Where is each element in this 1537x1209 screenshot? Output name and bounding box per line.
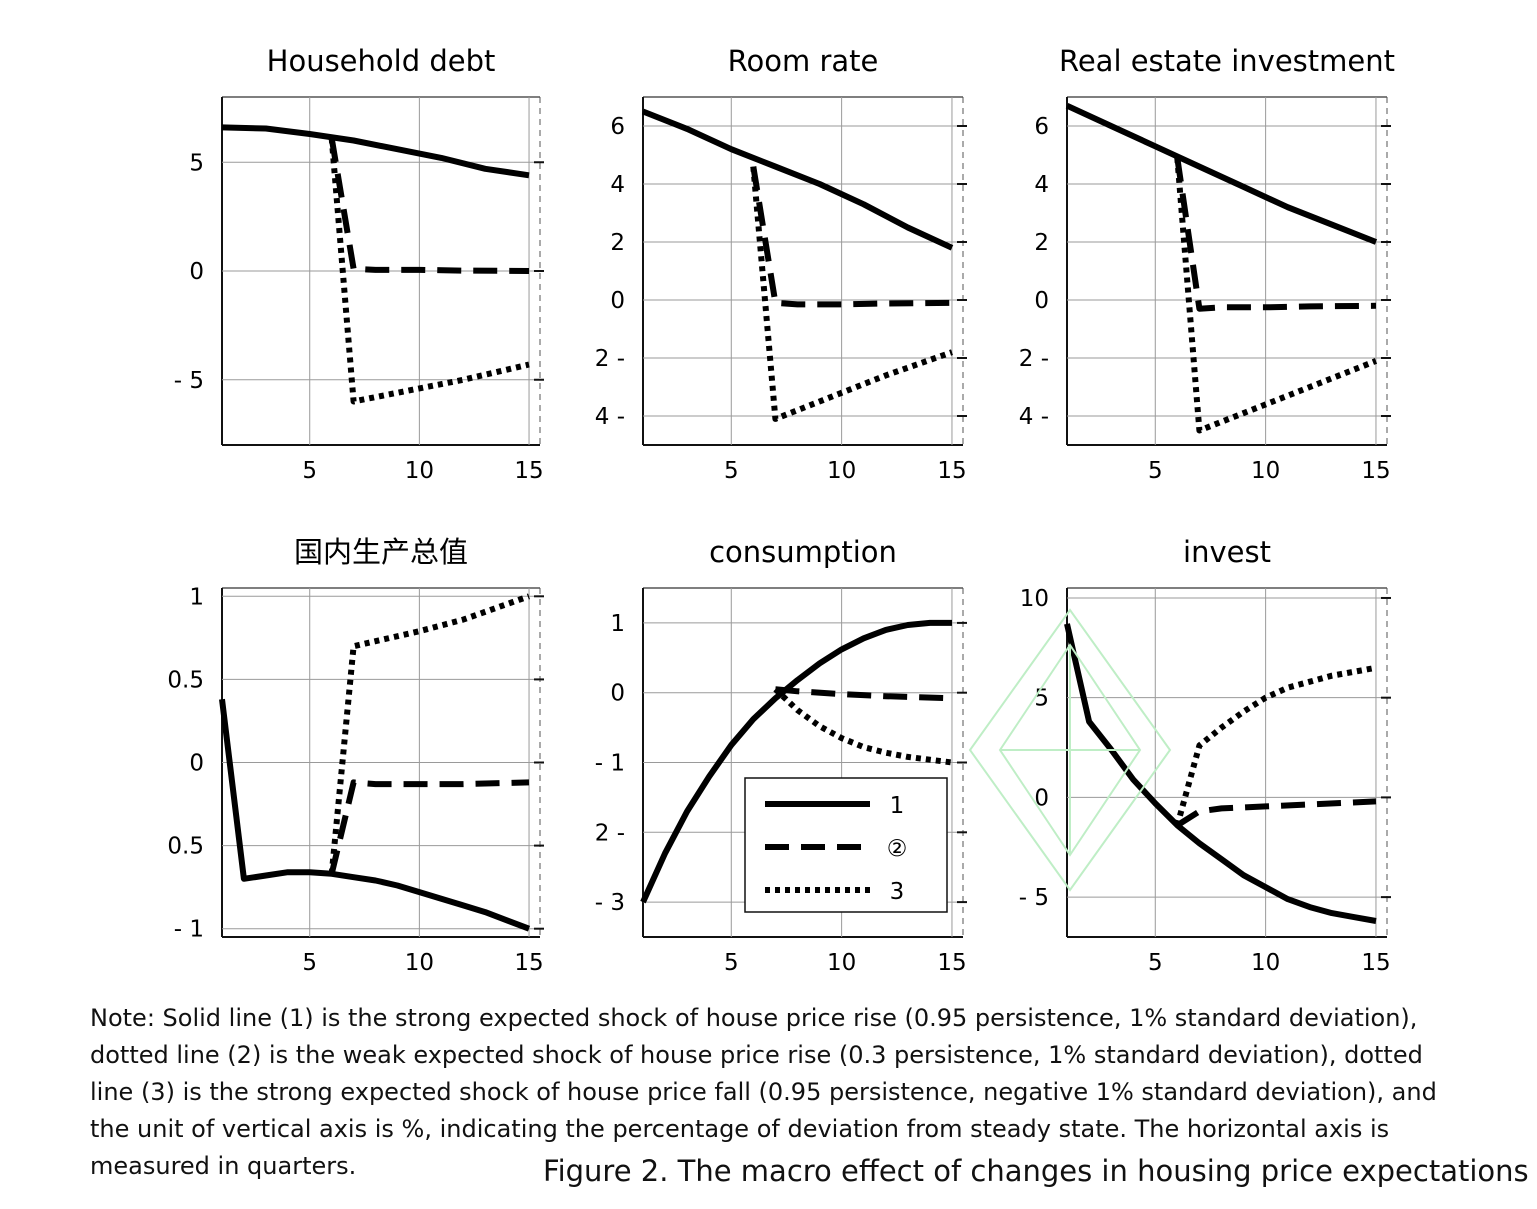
- y-tick-label: 4: [610, 172, 625, 198]
- legend-label: 3: [890, 879, 905, 905]
- y-tick-label: 2 -: [595, 820, 625, 846]
- series-line-dashed: [328, 779, 530, 875]
- y-tick-label: 1: [189, 584, 204, 610]
- series-line-solid: [1065, 102, 1378, 245]
- y-tick-label: 10: [1020, 586, 1049, 612]
- y-tick-label: 6: [610, 114, 625, 140]
- y-tick-label: - 3: [595, 890, 625, 916]
- y-tick-label: 2: [1034, 230, 1049, 256]
- series-line-solid: [641, 108, 954, 251]
- x-tick-label: 5: [724, 458, 739, 484]
- x-tick-label: 15: [514, 458, 543, 484]
- y-tick-label: 0.5: [167, 834, 204, 860]
- y-tick-label: - 5: [1019, 885, 1049, 911]
- y-tick-label: 1: [610, 611, 625, 637]
- x-tick-label: 15: [937, 458, 966, 484]
- x-tick-label: 10: [827, 458, 856, 484]
- chart-title: consumption: [709, 535, 897, 569]
- series-line-solid: [221, 124, 530, 179]
- series-line-solid: [640, 619, 952, 904]
- figure-note: Note: Solid line (1) is the strong expec…: [90, 1004, 1437, 1180]
- panel-4: 国内生产总值 5 10 15 1 0.5 0 0.5 - 1: [167, 535, 544, 976]
- legend-label: ②: [887, 836, 908, 862]
- x-tick-label: 5: [724, 950, 739, 976]
- x-tick-label: 5: [1148, 950, 1163, 976]
- x-tick-label: 15: [1361, 458, 1390, 484]
- x-tick-label: 10: [1251, 458, 1280, 484]
- y-tick-label: 0: [1034, 785, 1049, 811]
- y-tick-label: 0: [1034, 288, 1049, 314]
- x-tick-label: 10: [405, 458, 434, 484]
- series-line-dotted: [1174, 157, 1378, 434]
- y-tick-label: 2: [610, 230, 625, 256]
- y-tick-label: 0.5: [167, 667, 204, 693]
- y-tick-label: 2 -: [595, 346, 625, 372]
- y-tick-label: 4 -: [1019, 404, 1049, 430]
- chart-title: Household debt: [267, 44, 496, 78]
- y-tick-label: 5: [189, 150, 204, 176]
- x-tick-label: 15: [937, 950, 966, 976]
- series-line-dotted: [328, 138, 530, 405]
- y-tick-label: 0: [610, 681, 625, 707]
- x-tick-label: 5: [302, 950, 317, 976]
- series-line-solid: [219, 698, 531, 932]
- chart-title: Real estate investment: [1059, 44, 1395, 78]
- series-line-solid: [1064, 623, 1377, 924]
- y-tick-label: - 1: [595, 751, 625, 777]
- x-tick-label: 5: [302, 458, 317, 484]
- series-line-dashed: [1175, 798, 1377, 828]
- y-tick-label: 2 -: [1019, 346, 1049, 372]
- panel-2: Room rate 5 10 15 6 4 2 0 2 - 4 -: [595, 44, 967, 484]
- chart-title: Room rate: [728, 44, 879, 78]
- legend: 1 ② 3: [744, 777, 948, 913]
- x-tick-label: 10: [1251, 950, 1280, 976]
- series-line-dotted: [328, 593, 531, 875]
- y-tick-label: 0: [610, 288, 625, 314]
- y-tick-label: - 5: [174, 368, 204, 394]
- series-line-dashed: [750, 166, 953, 308]
- x-tick-label: 10: [827, 950, 856, 976]
- chart-title: 国内生产总值: [294, 535, 468, 569]
- x-tick-label: 10: [405, 950, 434, 976]
- panel-3: Real estate investment 5 10 15 6 4 2 0 2 - 4 -: [1019, 44, 1395, 484]
- figure-caption: Figure 2. The macro effect of changes in…: [543, 1154, 1529, 1188]
- watermark-logo: [968, 608, 1172, 892]
- y-tick-label: 0: [189, 259, 204, 285]
- y-tick-label: 0: [189, 751, 204, 777]
- series-line-dashed: [1174, 157, 1377, 312]
- series-line-dotted: [750, 166, 953, 422]
- x-tick-label: 15: [1361, 950, 1390, 976]
- panel-1: Household debt 5 10 15 5 0 - 5: [174, 44, 544, 484]
- x-tick-label: 5: [1148, 458, 1163, 484]
- series-line-dotted: [1174, 664, 1377, 827]
- chart-title: invest: [1183, 535, 1271, 569]
- y-tick-label: 6: [1034, 114, 1049, 140]
- y-tick-label: 4 -: [595, 404, 625, 430]
- legend-label: 1: [890, 793, 905, 819]
- x-tick-label: 15: [514, 950, 543, 976]
- y-tick-label: 4: [1034, 172, 1049, 198]
- series-line-dashed: [775, 686, 953, 702]
- y-tick-label: - 1: [174, 917, 204, 943]
- series-line-dashed: [328, 137, 530, 274]
